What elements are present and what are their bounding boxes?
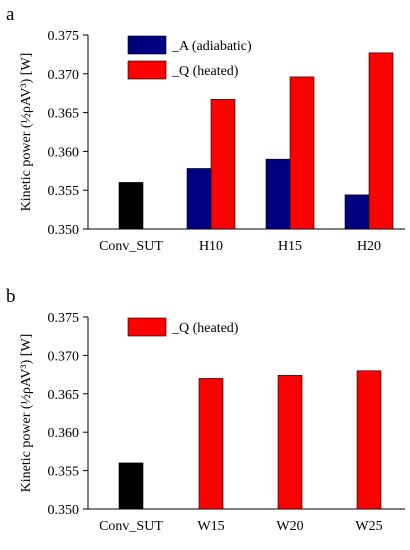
y-tick-label: 0.365 [48, 107, 80, 122]
legend-label: _Q (heated) [171, 64, 239, 79]
y-tick-label: 0.360 [48, 145, 80, 160]
y-tick-label: 0.355 [48, 184, 80, 199]
bar [186, 168, 212, 230]
bar [289, 76, 315, 230]
y-tick-label: 0.375 [48, 29, 80, 44]
y-tick-label: 0.360 [48, 426, 80, 441]
chart-panel-b: b 0.350 0.355 0.360 0.365 0.370 0.375 Conv_SUT W… [6, 286, 405, 534]
y-tick-label: 0.350 [48, 223, 80, 238]
x-tick-label: W25 [355, 519, 382, 534]
bar [368, 52, 394, 230]
y-tick-label: 0.350 [48, 503, 80, 518]
panel-letter: a [6, 4, 15, 25]
bar [344, 194, 370, 230]
bar [265, 158, 291, 230]
y-tick-label: 0.370 [48, 68, 80, 83]
legend-swatch [127, 35, 167, 55]
y-axis-label: Kinetic power (½ρAV³) [W] [19, 53, 34, 212]
bar [210, 99, 236, 230]
y-tick-label: 0.375 [48, 311, 80, 326]
bar [356, 370, 382, 510]
legend-swatch [127, 317, 167, 337]
bar-baseline [118, 182, 144, 230]
legend-swatch [127, 60, 167, 80]
bar-baseline [118, 462, 144, 510]
x-tick-label: H15 [278, 239, 302, 254]
y-tick-label: 0.370 [48, 349, 80, 364]
y-tick-label: 0.365 [48, 388, 80, 403]
x-tick-label: Conv_SUT [99, 239, 163, 254]
y-axis-label: Kinetic power (½ρAV³) [W] [19, 334, 34, 493]
chart-panel-a: a 0.350 0.355 0.360 0.365 0.370 0.375 Conv_SUT H… [6, 4, 405, 254]
x-tick-label: H20 [357, 239, 381, 254]
legend-label: _Q (heated) [171, 321, 239, 336]
panel-letter: b [6, 286, 16, 307]
y-tick-label: 0.355 [48, 465, 80, 480]
x-tick-label: W15 [197, 519, 224, 534]
x-tick-label: H10 [199, 239, 223, 254]
legend-label: _A (adiabatic) [171, 39, 252, 54]
bar [277, 375, 303, 510]
x-tick-label: Conv_SUT [99, 519, 163, 534]
bar [198, 378, 224, 510]
x-tick-label: W20 [276, 519, 303, 534]
